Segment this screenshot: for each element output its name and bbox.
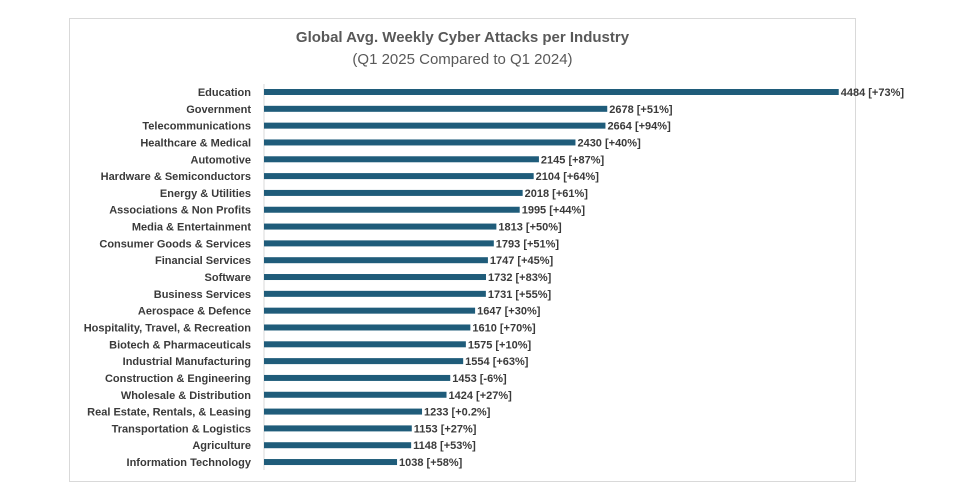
category-label: Wholesale & Distribution <box>121 390 251 402</box>
category-label: Energy & Utilities <box>160 188 251 200</box>
bar <box>264 122 606 129</box>
data-label: 1233 [+0.2%] <box>424 407 491 419</box>
bar <box>264 358 464 365</box>
bar <box>264 189 523 196</box>
bar <box>264 173 534 180</box>
data-label: 1747 [+45%] <box>490 255 554 267</box>
bar <box>264 391 447 398</box>
category-label: Information Technology <box>127 457 252 469</box>
category-label: Media & Entertainment <box>132 222 252 234</box>
data-label: 1148 [+53%] <box>413 440 476 452</box>
bar <box>264 89 839 95</box>
bar <box>264 139 576 146</box>
bar <box>264 257 488 264</box>
data-label: 1647 [+30%] <box>477 306 541 318</box>
data-label: 2018 [+61%] <box>525 188 589 200</box>
data-label: 1575 [+10%] <box>468 339 532 351</box>
bar <box>264 206 520 213</box>
data-label: 1995 [+44%] <box>522 205 586 217</box>
category-label: Real Estate, Rentals, & Leasing <box>87 407 251 419</box>
bar <box>264 442 412 449</box>
category-label: Healthcare & Medical <box>140 137 251 149</box>
data-label: 1554 [+63%] <box>465 356 529 368</box>
data-label: 1732 [+83%] <box>488 272 552 284</box>
category-label: Agriculture <box>192 440 251 452</box>
data-label: 1424 [+27%] <box>449 390 513 402</box>
data-label: 2664 [+94%] <box>607 121 671 133</box>
bar <box>264 324 471 331</box>
data-label: 2430 [+40%] <box>577 137 641 149</box>
category-label: Aerospace & Defence <box>138 306 251 318</box>
bar <box>264 274 486 281</box>
bar <box>264 156 539 163</box>
data-label: 4484 [+73%] <box>841 87 905 99</box>
data-label: 1793 [+51%] <box>496 238 560 250</box>
data-label: 1453 [-6%] <box>452 373 507 385</box>
bar <box>264 105 608 112</box>
bar <box>264 307 476 314</box>
category-label: Consumer Goods & Services <box>99 238 251 250</box>
chart-title: Global Avg. Weekly Cyber Attacks per Ind… <box>295 29 630 46</box>
category-label: Transportation & Logistics <box>112 423 251 435</box>
bar <box>264 408 423 415</box>
chart-subtitle: (Q1 2025 Compared to Q1 2024) <box>352 51 573 68</box>
data-label: 2104 [+64%] <box>536 171 600 183</box>
category-label: Government <box>186 104 251 116</box>
bar <box>264 223 497 230</box>
category-label: Telecommunications <box>142 121 251 133</box>
chart-frame <box>69 18 856 482</box>
category-label: Financial Services <box>155 255 251 267</box>
category-label: Software <box>205 272 251 284</box>
category-label: Hardware & Semiconductors <box>101 171 251 183</box>
data-label: 2145 [+87%] <box>541 154 605 166</box>
data-label: 2678 [+51%] <box>609 104 673 116</box>
data-label: 1038 [+58%] <box>399 457 463 469</box>
category-label: Construction & Engineering <box>105 373 251 385</box>
bar <box>264 341 466 348</box>
data-label: 1153 [+27%] <box>414 423 477 435</box>
bars-layer: Education 4484 [+73%] Government 2678 [+51%… <box>84 87 905 469</box>
bar <box>264 459 398 466</box>
bar <box>264 374 451 381</box>
category-label: Automotive <box>191 154 252 166</box>
bar <box>264 240 494 247</box>
bar <box>264 425 412 432</box>
category-label: Industrial Manufacturing <box>123 356 251 368</box>
data-label: 1813 [+50%] <box>498 222 562 234</box>
category-label: Business Services <box>154 289 251 301</box>
category-label: Education <box>198 87 251 99</box>
data-label: 1731 [+55%] <box>488 289 552 301</box>
category-label: Biotech & Pharmaceuticals <box>109 339 251 351</box>
category-label: Associations & Non Profits <box>109 205 251 217</box>
category-label: Hospitality, Travel, & Recreation <box>84 322 252 334</box>
bar <box>264 290 486 297</box>
data-label: 1610 [+70%] <box>472 322 536 334</box>
